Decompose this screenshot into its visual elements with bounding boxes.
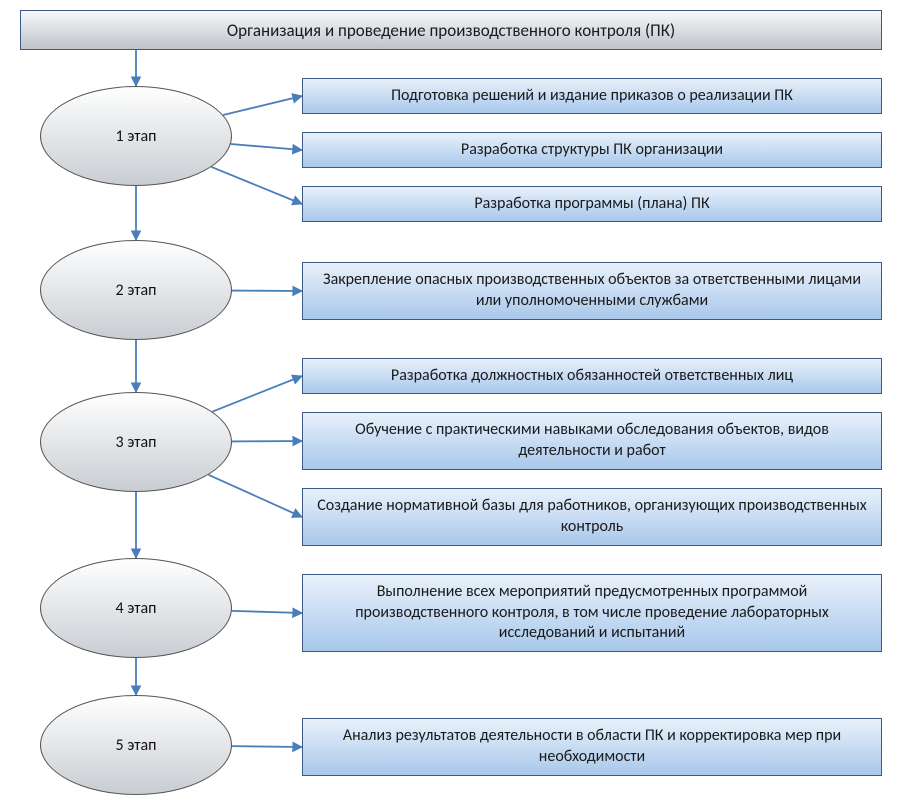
task-box-1: Подготовка решений и издание приказов о …	[302, 78, 882, 114]
task-box-5: Разработка должностных обязанностей отве…	[302, 358, 882, 394]
task-box-6: Обучение с практическими навыками обслед…	[302, 412, 882, 470]
stage-ellipse-5: 5 этап	[40, 695, 232, 795]
stage-ellipse-1: 1 этап	[40, 86, 232, 186]
task-box-8: Выполнение всех мероприятий предусмотрен…	[302, 574, 882, 652]
task-box-9: Анализ результатов деятельности в област…	[302, 718, 882, 776]
stage-ellipse-2: 2 этап	[40, 240, 232, 340]
header-title: Организация и проведение производственно…	[20, 10, 882, 50]
task-box-4: Закрепление опасных производственных объ…	[302, 262, 882, 320]
stage-ellipse-4: 4 этап	[40, 558, 232, 658]
task-box-3: Разработка программы (плана) ПК	[302, 186, 882, 222]
diagram-canvas: Организация и проведение производственно…	[0, 0, 901, 805]
task-box-7: Создание нормативной базы для работников…	[302, 488, 882, 546]
stage-ellipse-3: 3 этап	[40, 392, 232, 492]
task-box-2: Разработка структуры ПК организации	[302, 132, 882, 168]
